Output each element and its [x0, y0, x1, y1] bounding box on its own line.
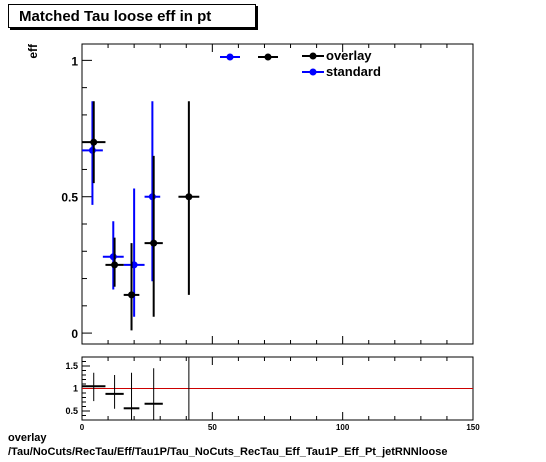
- legend-overlay-label: overlay: [326, 48, 372, 63]
- main-y-tick-label: 0.5: [61, 191, 78, 205]
- ratio-y-tick-label: 1: [73, 384, 78, 394]
- overlay-point: [111, 261, 119, 269]
- title-box: Matched Tau loose eff in pt: [8, 4, 256, 28]
- ratio-y-tick-label: 0.5: [65, 406, 78, 416]
- ratio-x-tick-label: 150: [466, 423, 480, 432]
- ratio-x-tick-label: 50: [208, 423, 217, 432]
- legend-overlay-marker: [309, 52, 317, 60]
- footer-path: /Tau/NoCuts/RecTau/Eff/Tau1P/Tau_NoCuts_…: [8, 446, 448, 458]
- overlay-point: [150, 239, 158, 247]
- ratio-x-tick-label: 0: [80, 423, 85, 432]
- main-y-tick-label: 1: [71, 54, 78, 68]
- overlay-point: [185, 193, 193, 201]
- legend-overlay-sample-marker: [264, 53, 272, 61]
- chart-title: Matched Tau loose eff in pt: [19, 8, 212, 25]
- ratio-y-tick-label: 1.5: [65, 361, 78, 371]
- footer-label: overlay: [8, 432, 47, 444]
- main-y-tick-label: 0: [71, 327, 78, 341]
- standard-point: [109, 253, 117, 261]
- overlay-point: [128, 291, 136, 299]
- legend-standard-label: standard: [326, 64, 381, 79]
- legend-standard-marker: [309, 68, 317, 76]
- y-axis-label: eff: [26, 43, 40, 59]
- ratio-x-tick-label: 100: [336, 423, 350, 432]
- overlay-point: [90, 138, 98, 146]
- legend-standard-sample-marker: [226, 53, 234, 61]
- standard-point: [88, 146, 96, 154]
- main-plot-frame: [81, 43, 474, 345]
- standard-point: [148, 193, 156, 201]
